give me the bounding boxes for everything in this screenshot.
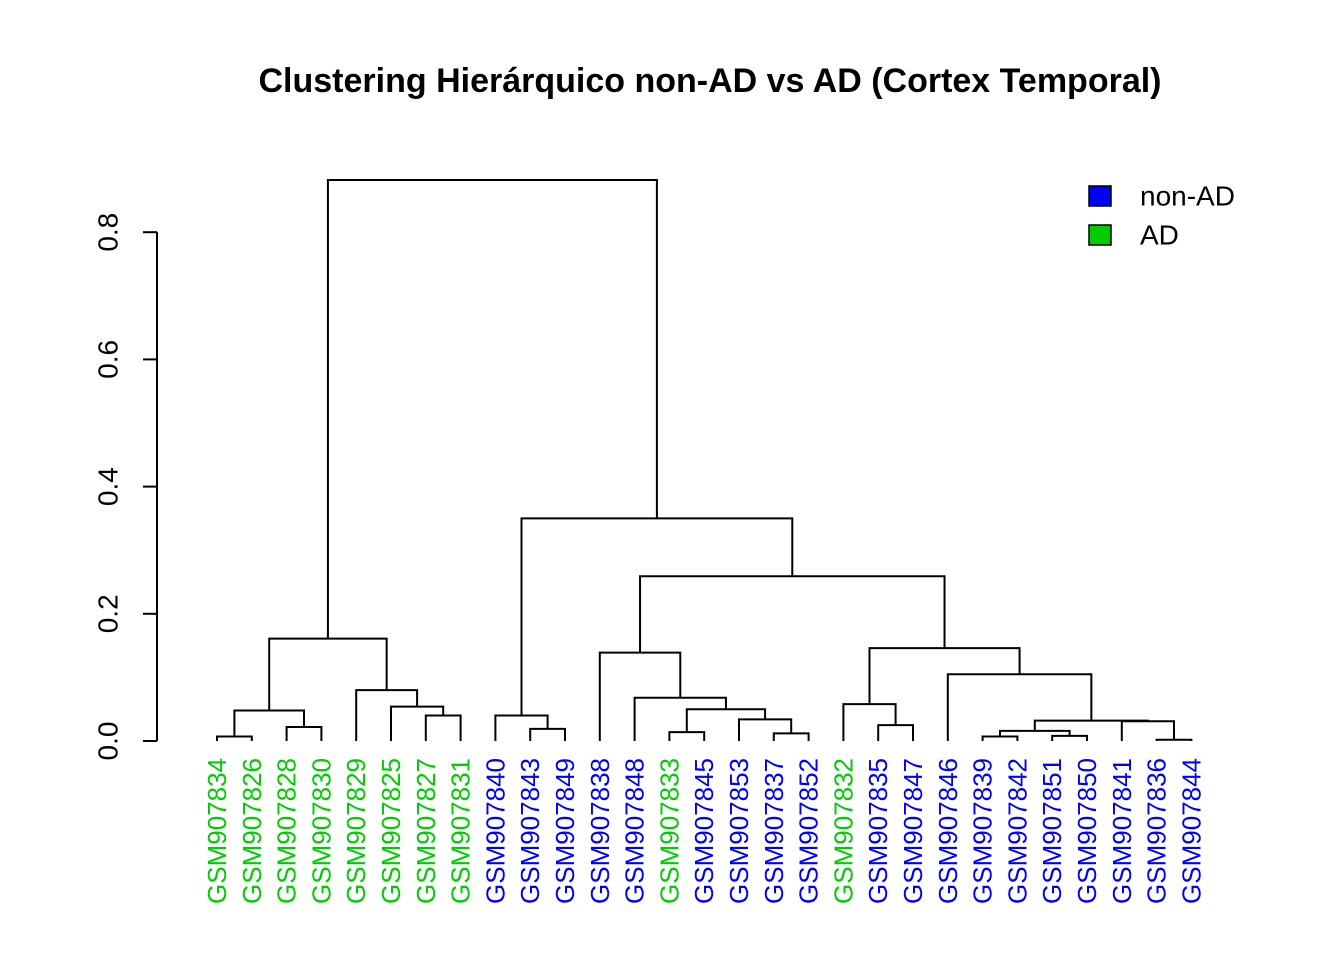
dendrogram-branch bbox=[216, 735, 253, 741]
leaf-label: GSM907836 bbox=[1142, 758, 1172, 904]
leaf-label: GSM907828 bbox=[272, 758, 302, 904]
dendrogram-branch bbox=[520, 517, 794, 716]
dendrogram-branch bbox=[877, 724, 914, 741]
dendrogram-branch bbox=[268, 637, 388, 711]
dendrogram-branch bbox=[285, 726, 323, 741]
leaf-label: GSM907841 bbox=[1107, 758, 1137, 904]
leaf-label: GSM907829 bbox=[341, 758, 371, 904]
leaf-label: GSM907851 bbox=[1037, 758, 1067, 904]
y-tick-label: 0.0 bbox=[92, 722, 123, 761]
leaf-label: GSM907845 bbox=[689, 758, 719, 904]
chart-title: Clustering Hierárquico non-AD vs AD (Cor… bbox=[259, 62, 1162, 100]
y-axis: 0.0 0.2 0.4 0.6 0.8 bbox=[92, 213, 158, 761]
dendrogram-branch bbox=[868, 647, 1021, 705]
dendrogram-branch bbox=[1155, 738, 1193, 741]
leaf-label: GSM907830 bbox=[306, 758, 336, 904]
leaf-label: GSM907844 bbox=[1176, 758, 1206, 904]
leaf-label: GSM907840 bbox=[480, 758, 510, 904]
leaf-label: GSM907834 bbox=[202, 758, 232, 904]
dendrogram-branch bbox=[738, 718, 793, 741]
leaf-label: GSM907847 bbox=[898, 758, 928, 904]
dendrogram-branch bbox=[1051, 734, 1088, 741]
leaf-label: GSM907826 bbox=[237, 758, 267, 904]
y-tick-label: 0.8 bbox=[92, 213, 123, 252]
legend-label: non-AD bbox=[1140, 181, 1235, 212]
leaf-label: GSM907843 bbox=[515, 758, 545, 904]
leaf-label: GSM907831 bbox=[446, 758, 476, 904]
dendrogram-branches bbox=[216, 179, 1193, 741]
dendrogram-branch bbox=[685, 708, 767, 733]
dendrogram-branch bbox=[326, 179, 658, 639]
dendrogram-branch bbox=[1120, 720, 1175, 741]
legend-swatch bbox=[1088, 185, 1112, 207]
leaf-label: GSM907839 bbox=[968, 758, 998, 904]
y-tick-label: 0.4 bbox=[92, 467, 123, 506]
leaf-label: GSM907832 bbox=[828, 758, 858, 904]
leaf-label: GSM907849 bbox=[550, 758, 580, 904]
leaf-label: GSM907838 bbox=[585, 758, 615, 904]
dendrogram-branch bbox=[772, 732, 810, 741]
dendrogram-branch bbox=[639, 575, 946, 653]
legend-swatch bbox=[1088, 224, 1112, 246]
dendrogram-branch bbox=[633, 696, 727, 741]
dendrogram-branch bbox=[355, 689, 419, 741]
leaf-label: GSM907842 bbox=[1002, 758, 1032, 904]
leaf-label: GSM907827 bbox=[411, 758, 441, 904]
legend-label: AD bbox=[1140, 220, 1179, 251]
leaf-label: GSM907850 bbox=[1072, 758, 1102, 904]
leaf-label: GSM907833 bbox=[654, 758, 684, 904]
leaf-label: GSM907846 bbox=[933, 758, 963, 904]
legend: non-AD AD bbox=[1088, 181, 1235, 251]
leaf-label: GSM907837 bbox=[759, 758, 789, 904]
dendrogram-branch bbox=[424, 714, 462, 741]
y-tick-label: 0.6 bbox=[92, 340, 123, 379]
dendrogram-branch bbox=[981, 735, 1019, 741]
leaf-labels: GSM907834 GSM907826 GSM907828 GSM907830 GSM9… bbox=[202, 758, 1206, 904]
leaf-label: GSM907835 bbox=[863, 758, 893, 904]
leaf-label: GSM907848 bbox=[620, 758, 650, 904]
leaf-label: GSM907853 bbox=[724, 758, 754, 904]
y-tick-label: 0.2 bbox=[92, 594, 123, 633]
dendrogram-branch bbox=[668, 731, 706, 741]
dendrogram-branch bbox=[390, 705, 445, 741]
dendrogram-branch bbox=[842, 703, 897, 741]
leaf-label: GSM907825 bbox=[376, 758, 406, 904]
leaf-label: GSM907852 bbox=[794, 758, 824, 904]
dendrogram-branch bbox=[233, 709, 305, 737]
dendrogram-branch bbox=[529, 727, 566, 741]
